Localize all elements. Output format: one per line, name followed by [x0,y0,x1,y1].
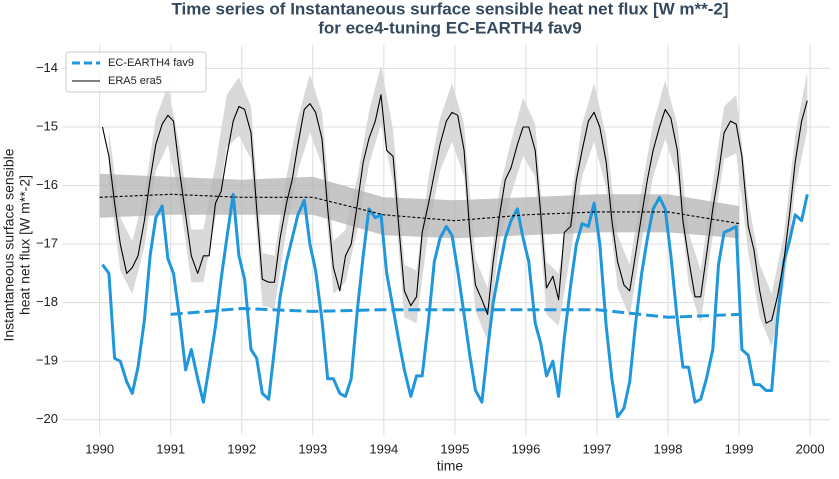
x-tick-label: 1993 [298,441,327,456]
legend-label: EC-EARTH4 fav9 [108,57,194,69]
legend-label: ERA5 era5 [108,75,162,87]
chart-title: Time series of Instantaneous surface sen… [171,0,728,18]
y-tick-label: −19 [36,353,58,368]
mean-line [170,306,740,319]
x-tick-label: 1998 [654,441,683,456]
x-tick-label: 2000 [796,441,825,456]
series-line [101,192,809,419]
x-tick-label: 1997 [583,441,612,456]
mean-line [99,193,740,225]
y-tick-label: −14 [36,60,58,75]
x-tick-label: 1992 [227,441,256,456]
x-tick-label: 1991 [156,441,185,456]
y-tick-label: −20 [36,411,58,426]
y-tick-label: −18 [36,294,58,309]
x-tick-label: 1995 [440,441,469,456]
x-tick-label: 1994 [369,441,398,456]
mean-band [99,173,740,239]
y-tick-label: −15 [36,118,58,133]
y-axis-label: Instantaneous surface sensible [1,148,17,341]
y-axis-label: heat net flux [W m**-2] [17,175,33,315]
x-tick-label: 1996 [511,441,540,456]
chart-subtitle: for ece4-tuning EC-EARTH4 fav9 [318,18,582,37]
series-line [101,94,808,324]
x-tick-label: 1990 [85,441,114,456]
range-band [108,65,808,347]
x-axis-label: time [437,458,464,474]
y-tick-label: −16 [36,177,58,192]
x-tick-label: 1999 [725,441,754,456]
y-tick-label: −17 [36,236,58,251]
legend-box [65,51,207,93]
